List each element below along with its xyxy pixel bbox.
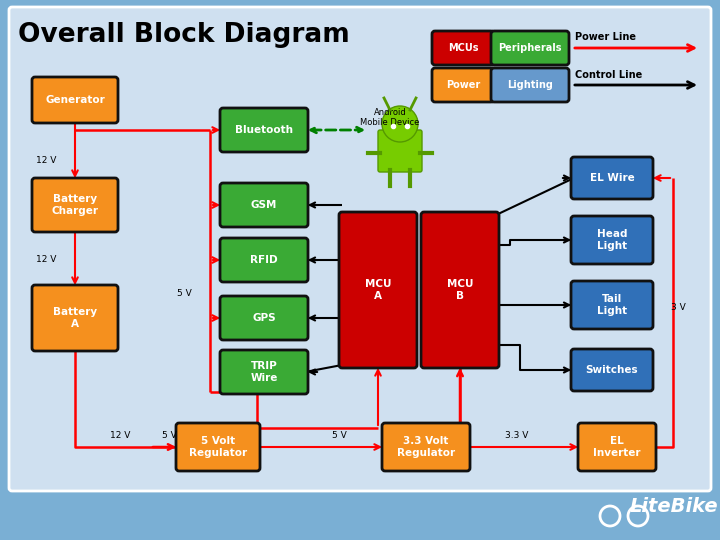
- Text: Peripherals: Peripherals: [498, 43, 562, 53]
- Text: 3.3 Volt
Regulator: 3.3 Volt Regulator: [397, 436, 455, 458]
- Text: 12 V: 12 V: [110, 431, 130, 440]
- Text: 5 V: 5 V: [177, 289, 192, 298]
- Text: RFID: RFID: [250, 255, 278, 265]
- FancyBboxPatch shape: [220, 296, 308, 340]
- Text: Bluetooth: Bluetooth: [235, 125, 293, 135]
- Text: 3.3 V: 3.3 V: [505, 431, 528, 440]
- Text: GPS: GPS: [252, 313, 276, 323]
- Text: Lighting: Lighting: [507, 80, 553, 90]
- Text: Head
Light: Head Light: [597, 229, 627, 251]
- FancyBboxPatch shape: [220, 183, 308, 227]
- FancyBboxPatch shape: [220, 108, 308, 152]
- FancyBboxPatch shape: [571, 281, 653, 329]
- Text: 3 V: 3 V: [671, 303, 685, 312]
- Text: EL
Inverter: EL Inverter: [593, 436, 641, 458]
- Text: Android
Mobile Device: Android Mobile Device: [360, 108, 420, 127]
- Text: Overall Block Diagram: Overall Block Diagram: [18, 22, 350, 48]
- Text: 5 V: 5 V: [162, 431, 176, 440]
- FancyBboxPatch shape: [220, 350, 308, 394]
- Text: MCU
A: MCU A: [365, 279, 391, 301]
- FancyBboxPatch shape: [491, 68, 569, 102]
- FancyBboxPatch shape: [578, 423, 656, 471]
- FancyBboxPatch shape: [571, 349, 653, 391]
- Text: Power: Power: [446, 80, 480, 90]
- Text: 5 V: 5 V: [332, 431, 347, 440]
- FancyBboxPatch shape: [339, 212, 417, 368]
- FancyBboxPatch shape: [432, 31, 494, 65]
- Text: Control Line: Control Line: [575, 70, 642, 80]
- FancyBboxPatch shape: [32, 285, 118, 351]
- FancyBboxPatch shape: [32, 178, 118, 232]
- FancyBboxPatch shape: [378, 130, 422, 172]
- Text: Battery
Charger: Battery Charger: [52, 194, 99, 216]
- FancyBboxPatch shape: [176, 423, 260, 471]
- FancyBboxPatch shape: [421, 212, 499, 368]
- FancyBboxPatch shape: [571, 157, 653, 199]
- FancyBboxPatch shape: [9, 7, 711, 491]
- Text: EL Wire: EL Wire: [590, 173, 634, 183]
- Text: Switches: Switches: [585, 365, 639, 375]
- Text: Battery
A: Battery A: [53, 307, 97, 329]
- Text: 12 V: 12 V: [36, 156, 56, 165]
- Text: TRIP
Wire: TRIP Wire: [251, 361, 278, 383]
- FancyBboxPatch shape: [220, 238, 308, 282]
- Text: Generator: Generator: [45, 95, 105, 105]
- Text: 5 Volt
Regulator: 5 Volt Regulator: [189, 436, 247, 458]
- FancyBboxPatch shape: [432, 68, 494, 102]
- FancyBboxPatch shape: [571, 216, 653, 264]
- Text: MCU
B: MCU B: [446, 279, 473, 301]
- FancyBboxPatch shape: [491, 31, 569, 65]
- Text: Tail
Light: Tail Light: [597, 294, 627, 316]
- Text: Power Line: Power Line: [575, 32, 636, 42]
- Text: GSM: GSM: [251, 200, 277, 210]
- FancyBboxPatch shape: [382, 423, 470, 471]
- Text: 12 V: 12 V: [36, 255, 56, 264]
- Circle shape: [382, 106, 418, 142]
- FancyBboxPatch shape: [32, 77, 118, 123]
- Text: LiteBike: LiteBike: [630, 497, 719, 516]
- Text: MCUs: MCUs: [448, 43, 478, 53]
